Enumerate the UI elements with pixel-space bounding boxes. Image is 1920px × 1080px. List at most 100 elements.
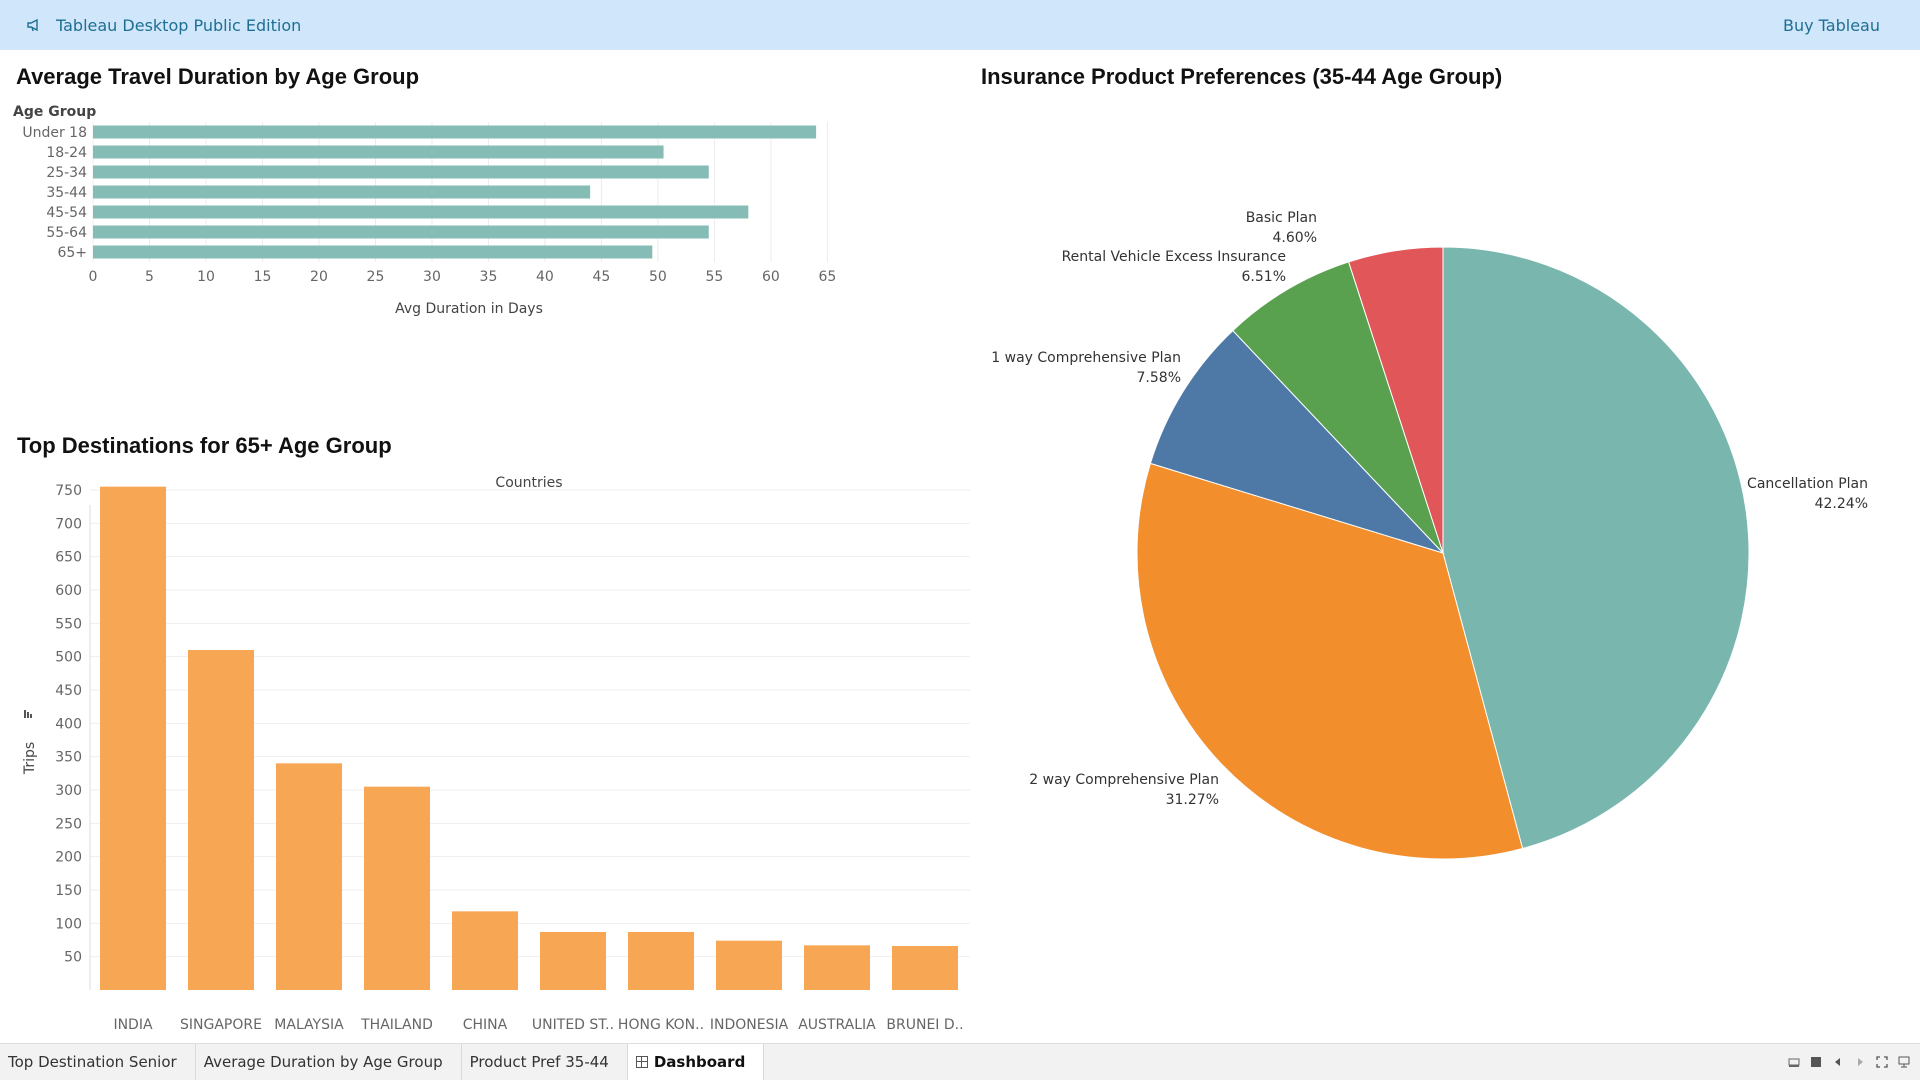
pie-slice-percent: 31.27% bbox=[1166, 792, 1219, 808]
x-tick-label: 55 bbox=[706, 269, 724, 285]
top-banner: Tableau Desktop Public Edition Buy Table… bbox=[0, 0, 1920, 50]
trips-axis-title: Trips bbox=[22, 742, 38, 775]
destination-bar[interactable] bbox=[364, 786, 430, 990]
filmstrip-view-icon[interactable] bbox=[1788, 1056, 1800, 1068]
tab-label: Product Pref 35-44 bbox=[469, 1053, 609, 1071]
duration-bar[interactable] bbox=[93, 205, 749, 219]
duration-bar[interactable] bbox=[93, 225, 709, 239]
destination-bar[interactable] bbox=[188, 650, 254, 990]
country-label: MALAYSIA bbox=[274, 1017, 344, 1033]
tab-label: Dashboard bbox=[653, 1053, 746, 1071]
duration-bar[interactable] bbox=[93, 165, 709, 179]
x-tick-label: 15 bbox=[254, 269, 272, 285]
tab-average-duration[interactable]: Average Duration by Age Group bbox=[195, 1044, 462, 1080]
destinations-chart: Countries 501001502002503003504004505005… bbox=[22, 475, 970, 1033]
y-tick-label: 650 bbox=[55, 550, 82, 566]
duration-x-axis-title: Avg Duration in Days bbox=[395, 301, 543, 317]
pie-slice-name: Rental Vehicle Excess Insurance bbox=[1062, 249, 1286, 265]
sheet-tab-bar: Top Destination Senior Average Duration … bbox=[0, 1043, 1920, 1080]
pie-slice[interactable] bbox=[1232, 261, 1444, 554]
country-label: CHINA bbox=[463, 1017, 508, 1033]
country-label: AUSTRALIA bbox=[798, 1017, 876, 1033]
x-tick-label: 25 bbox=[367, 269, 385, 285]
tab-dashboard[interactable]: Dashboard bbox=[627, 1044, 765, 1080]
age-group-label: 45-54 bbox=[46, 205, 87, 221]
age-group-label: 65+ bbox=[57, 245, 87, 261]
countries-header: Countries bbox=[495, 475, 562, 491]
app-title: Tableau Desktop Public Edition bbox=[56, 15, 302, 35]
x-tick-label: 45 bbox=[593, 269, 611, 285]
pie-slice[interactable] bbox=[1136, 462, 1524, 860]
duration-category-labels: Under 18 18-24 25-34 35-44 45-54 55-64 65+ bbox=[22, 125, 87, 261]
x-tick-label: 35 bbox=[480, 269, 498, 285]
megaphone-icon bbox=[27, 18, 38, 32]
duration-bar[interactable] bbox=[93, 185, 591, 199]
destinations-y-ticks: 50 100 150 200 250 300 350 400 450 500 550 600 650 70… bbox=[55, 483, 82, 966]
destination-bar[interactable] bbox=[100, 486, 166, 990]
tab-label: Top Destination Senior bbox=[8, 1053, 177, 1071]
duration-chart-title: Average Travel Duration by Age Group bbox=[16, 64, 420, 89]
pie-labels: Cancellation Plan 42.24% 2 way Comprehensi… bbox=[991, 210, 1868, 808]
destination-bar[interactable] bbox=[452, 911, 518, 990]
pie-slice-name: 2 way Comprehensive Plan bbox=[1029, 772, 1219, 788]
dashboard-icon bbox=[635, 1056, 648, 1068]
presentation-mode-icon[interactable] bbox=[1898, 1056, 1910, 1068]
pie-slice-percent: 6.51% bbox=[1242, 269, 1286, 285]
duration-bar[interactable] bbox=[93, 125, 817, 139]
duration-bars bbox=[93, 125, 817, 259]
tab-product-pref[interactable]: Product Pref 35-44 bbox=[461, 1044, 628, 1080]
pie-slice-name: 1 way Comprehensive Plan bbox=[991, 350, 1181, 366]
y-tick-label: 750 bbox=[55, 483, 82, 499]
destination-bar[interactable] bbox=[804, 945, 870, 990]
country-label: THAILAND bbox=[360, 1017, 433, 1033]
fullscreen-icon[interactable] bbox=[1876, 1056, 1888, 1068]
destinations-bars bbox=[100, 486, 958, 990]
pie-slice-name: Cancellation Plan bbox=[1747, 476, 1868, 492]
y-tick-label: 500 bbox=[55, 650, 82, 666]
pie-slice[interactable] bbox=[1149, 329, 1445, 555]
country-label: INDIA bbox=[113, 1017, 153, 1033]
destination-bar[interactable] bbox=[716, 940, 782, 990]
duration-bar[interactable] bbox=[93, 245, 653, 259]
show-sheets-icon[interactable] bbox=[1810, 1056, 1822, 1068]
tab-top-destination-senior[interactable]: Top Destination Senior bbox=[0, 1044, 196, 1080]
destination-bar[interactable] bbox=[276, 763, 342, 990]
x-tick-label: 50 bbox=[649, 269, 667, 285]
duration-bar[interactable] bbox=[93, 145, 664, 159]
duration-chart: Age Group Under 1818-2425-3435-4445-5455… bbox=[13, 104, 837, 317]
pie-slice[interactable] bbox=[1348, 246, 1444, 554]
age-group-label: 55-64 bbox=[46, 225, 87, 241]
age-group-label: Under 18 bbox=[22, 125, 87, 141]
pie-slice-name: Basic Plan bbox=[1246, 210, 1317, 226]
country-label: SINGAPORE bbox=[180, 1017, 262, 1033]
x-tick-label: 30 bbox=[423, 269, 441, 285]
sort-icon[interactable] bbox=[24, 710, 32, 718]
age-group-label: 25-34 bbox=[46, 165, 87, 181]
destination-bar[interactable] bbox=[892, 946, 958, 990]
country-label: BRUNEI D.. bbox=[886, 1017, 963, 1033]
products-pie-chart: Cancellation Plan 42.24% 2 way Comprehensi… bbox=[991, 210, 1868, 860]
trips-axis-title-group: Trips bbox=[22, 742, 38, 775]
buy-tableau-link[interactable]: Buy Tableau bbox=[1783, 15, 1880, 35]
pie-slice[interactable] bbox=[1442, 246, 1750, 850]
y-tick-label: 600 bbox=[55, 583, 82, 599]
y-tick-label: 350 bbox=[55, 750, 82, 766]
destinations-chart-title: Top Destinations for 65+ Age Group bbox=[17, 433, 392, 458]
destination-bar[interactable] bbox=[540, 932, 606, 990]
x-tick-label: 65 bbox=[818, 269, 836, 285]
duration-x-ticks: 0 5 10 15 20 25 30 35 40 45 50 55 60 65 bbox=[89, 269, 837, 285]
next-sheet-icon[interactable] bbox=[1854, 1056, 1866, 1068]
banner-left: Tableau Desktop Public Edition bbox=[26, 16, 301, 35]
row-header: Age Group bbox=[13, 104, 96, 120]
y-tick-label: 150 bbox=[55, 883, 82, 899]
y-tick-label: 250 bbox=[55, 816, 82, 832]
previous-sheet-icon[interactable] bbox=[1832, 1056, 1844, 1068]
pie-slices bbox=[1136, 246, 1750, 860]
tab-label: Average Duration by Age Group bbox=[203, 1053, 443, 1071]
age-group-label: 18-24 bbox=[46, 145, 87, 161]
destination-bar[interactable] bbox=[628, 932, 694, 990]
x-tick-label: 40 bbox=[536, 269, 554, 285]
country-label: HONG KON.. bbox=[618, 1017, 704, 1033]
products-chart-title: Insurance Product Preferences (35-44 Age… bbox=[981, 64, 1503, 89]
y-tick-label: 200 bbox=[55, 850, 82, 866]
